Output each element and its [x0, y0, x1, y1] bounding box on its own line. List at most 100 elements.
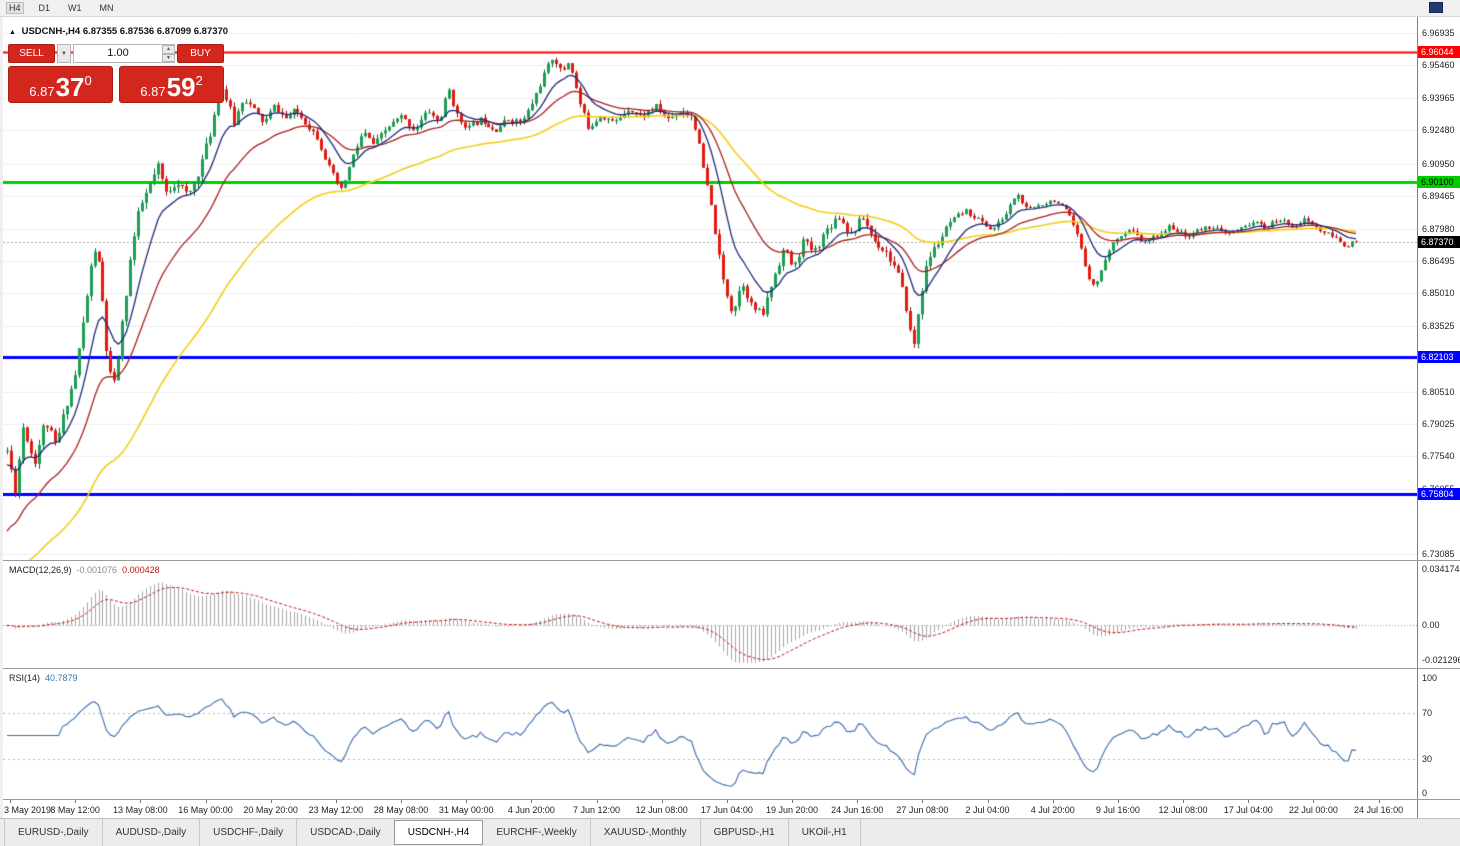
chart-tab-bar: EURUSD-,Daily AUDUSD-,Daily USDCHF-,Dail… — [0, 818, 1460, 846]
time-label: 8 May 12:00 — [50, 805, 100, 815]
price-tick-label: 6.80510 — [1422, 386, 1455, 397]
sell-price-button[interactable]: 6.87 37 0 — [8, 66, 113, 103]
rsi-canvas[interactable] — [3, 670, 1417, 800]
price-line-badge[interactable]: 6.90100 — [1418, 176, 1460, 189]
time-axis-corner — [1417, 800, 1460, 818]
toolbar: H4 D1 W1 MN — [0, 0, 1460, 17]
window-icon[interactable] — [1429, 2, 1443, 13]
volume-input[interactable]: 1.00 ▲ ▼ — [73, 44, 175, 63]
macd-axis-label: -0.021296 — [1422, 655, 1460, 666]
price-tick-label: 6.90950 — [1422, 158, 1455, 169]
time-tick — [1248, 800, 1249, 803]
time-label: 22 Jul 00:00 — [1288, 805, 1338, 815]
sell-button[interactable]: SELL — [8, 44, 55, 63]
price-line-badge[interactable]: 6.75804 — [1418, 488, 1460, 501]
volume-down-button[interactable]: ▼ — [162, 53, 174, 62]
time-label: 28 May 08:00 — [373, 805, 429, 815]
macd-canvas[interactable] — [3, 562, 1417, 669]
time-label: 20 May 20:00 — [243, 805, 298, 815]
macd-main-value: -0.001076 — [76, 565, 118, 575]
rsi-value: 40.7879 — [45, 673, 78, 683]
time-tick — [792, 800, 793, 803]
price-tick-label: 6.89465 — [1422, 191, 1455, 202]
time-tick — [1053, 800, 1054, 803]
time-label: 17 Jun 04:00 — [700, 805, 753, 815]
rsi-axis-label: 0 — [1422, 788, 1428, 798]
price-chart-canvas[interactable] — [3, 17, 1417, 560]
buy-price-point: 2 — [195, 73, 203, 88]
tab-usdchf-daily[interactable]: USDCHF-,Daily — [200, 819, 298, 846]
tab-xauusd-monthly[interactable]: XAUUSD-,Monthly — [591, 819, 701, 846]
price-line-badge[interactable]: 6.96044 — [1418, 46, 1460, 59]
macd-panel: MACD(12,26,9) -0.001076 0.000428 0.034174 0… — [3, 560, 1460, 669]
price-line-badge[interactable]: 6.82103 — [1418, 350, 1460, 363]
price-tick-label: 6.85010 — [1422, 288, 1455, 299]
macd-axis-label: 0.034174 — [1422, 564, 1460, 575]
tab-usdcad-daily[interactable]: USDCAD-,Daily — [297, 819, 395, 846]
tab-usdcnh-h4[interactable]: USDCNH-,H4 — [393, 820, 484, 845]
macd-axis-label: 0.00 — [1422, 620, 1440, 631]
tab-eurchf-weekly[interactable]: EURCHF-,Weekly — [483, 819, 591, 846]
time-tick — [727, 800, 728, 803]
time-label: 12 Jul 08:00 — [1158, 805, 1208, 815]
time-tick — [922, 800, 923, 803]
sell-price-pips: 37 — [55, 72, 85, 102]
time-label: 31 May 00:00 — [438, 805, 494, 815]
price-tick-label: 6.95460 — [1422, 60, 1455, 71]
time-tick — [10, 800, 11, 803]
time-tick — [1118, 800, 1119, 803]
tab-audusd-daily[interactable]: AUDUSD-,Daily — [103, 819, 201, 846]
time-tick — [206, 800, 207, 803]
time-label: 12 Jun 08:00 — [635, 805, 688, 815]
timeframe-d1-button[interactable]: D1 — [38, 3, 51, 13]
rsi-axis: 100 70 30 0 — [1417, 669, 1460, 799]
tab-eurusd-daily[interactable]: EURUSD-,Daily — [4, 819, 103, 846]
timeframe-w1-button[interactable]: W1 — [68, 3, 82, 13]
collapse-panel-icon[interactable]: ▲ — [9, 29, 16, 36]
price-tick-label: 6.86495 — [1422, 255, 1455, 266]
volume-up-button[interactable]: ▲ — [162, 45, 174, 54]
time-label: 27 Jun 08:00 — [896, 805, 949, 815]
timeframe-mn-button[interactable]: MN — [99, 3, 114, 13]
time-label: 4 Jun 20:00 — [507, 805, 555, 815]
time-label: 7 Jun 12:00 — [572, 805, 621, 815]
chart-title: ▲ USDCNH-,H4 6.87355 6.87536 6.87099 6.8… — [9, 26, 228, 37]
time-label: 9 Jul 16:00 — [1095, 805, 1140, 815]
chart-symbol-label: USDCNH-,H4 — [21, 26, 81, 37]
time-tick — [140, 800, 141, 803]
time-label: 19 Jun 20:00 — [766, 805, 819, 815]
time-tick — [1379, 800, 1380, 803]
time-tick — [857, 800, 858, 803]
buy-price-pips: 59 — [166, 72, 196, 102]
time-tick — [662, 800, 663, 803]
buy-button[interactable]: BUY — [177, 44, 224, 63]
sell-price-point: 0 — [84, 73, 92, 88]
price-tick-label: 6.73085 — [1422, 548, 1455, 559]
tab-ukoil-h1[interactable]: UKOil-,H1 — [789, 819, 861, 846]
time-tick — [1313, 800, 1314, 803]
price-chart-panel: ▲ USDCNH-,H4 6.87355 6.87536 6.87099 6.8… — [3, 17, 1460, 560]
time-tick — [597, 800, 598, 803]
buy-price-base: 6.87 — [140, 84, 166, 99]
macd-signal-value: 0.000428 — [122, 565, 160, 575]
price-tick-label: 6.77540 — [1422, 451, 1455, 462]
timeframe-h4-button[interactable]: H4 — [6, 2, 24, 14]
order-type-dropdown[interactable]: ▼ — [57, 44, 71, 63]
rsi-axis-label: 30 — [1422, 753, 1433, 764]
time-tick — [401, 800, 402, 803]
buy-price-button[interactable]: 6.87 59 2 — [119, 66, 224, 103]
rsi-axis-label: 100 — [1422, 673, 1438, 683]
time-axis[interactable]: 3 May 2019 8 May 12:00 13 May 08:00 16 May … — [3, 799, 1460, 818]
time-label: 3 May 2019 — [4, 805, 52, 815]
time-tick — [336, 800, 337, 803]
time-label: 17 Jul 04:00 — [1223, 805, 1273, 815]
price-tick-label: 6.87980 — [1422, 223, 1455, 234]
volume-value[interactable]: 1.00 — [107, 47, 129, 59]
time-tick — [988, 800, 989, 803]
rsi-name: RSI(14) — [9, 673, 41, 683]
price-tick-label: 6.93965 — [1422, 92, 1455, 103]
tab-gbpusd-h1[interactable]: GBPUSD-,H1 — [701, 819, 789, 846]
time-label: 24 Jun 16:00 — [831, 805, 884, 815]
price-tick-label: 6.79025 — [1422, 419, 1455, 430]
price-line-badge[interactable]: 6.87370 — [1418, 235, 1460, 248]
